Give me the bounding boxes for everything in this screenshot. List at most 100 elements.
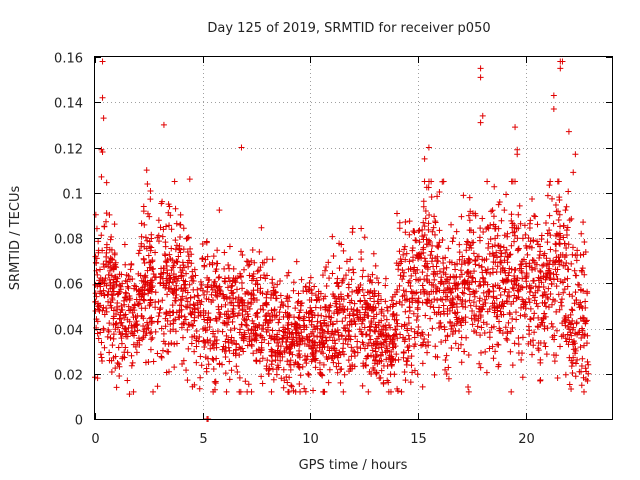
data-point <box>184 326 191 333</box>
data-point <box>388 361 395 368</box>
data-point <box>433 263 440 270</box>
data-point <box>437 311 444 318</box>
data-point <box>356 326 363 333</box>
data-point <box>374 340 381 347</box>
data-point <box>150 270 157 277</box>
data-point <box>313 347 320 354</box>
data-point <box>182 316 189 323</box>
data-point <box>350 312 357 319</box>
data-point <box>553 327 560 334</box>
data-point <box>497 292 504 299</box>
data-point <box>478 263 485 270</box>
data-point <box>213 316 220 323</box>
data-point <box>333 280 340 287</box>
data-point <box>561 314 568 321</box>
data-point <box>207 337 214 344</box>
data-point <box>444 276 451 283</box>
data-point <box>346 328 353 335</box>
data-point <box>431 371 438 378</box>
data-point <box>141 326 148 333</box>
data-point <box>514 247 521 254</box>
data-point <box>117 319 124 326</box>
data-point <box>265 320 272 327</box>
data-point <box>578 303 585 310</box>
data-point <box>275 364 282 371</box>
data-point <box>447 318 454 325</box>
data-point <box>460 279 467 286</box>
data-point <box>265 340 272 347</box>
data-point <box>556 306 563 313</box>
data-point <box>503 246 510 253</box>
data-point <box>550 106 557 113</box>
data-point <box>563 245 570 252</box>
data-point <box>184 249 191 256</box>
data-point <box>568 260 575 267</box>
data-point <box>454 293 461 300</box>
data-point <box>114 324 121 331</box>
data-point <box>330 345 337 352</box>
data-point <box>574 331 581 338</box>
data-point <box>172 246 179 253</box>
data-point <box>169 289 176 296</box>
data-point <box>392 343 399 350</box>
data-point <box>156 306 163 313</box>
data-point <box>425 226 432 233</box>
data-point <box>476 297 483 304</box>
data-point <box>452 327 459 334</box>
data-point <box>322 303 329 310</box>
data-point <box>526 220 533 227</box>
data-point <box>514 275 521 282</box>
data-point <box>527 316 534 323</box>
data-point <box>498 217 505 224</box>
data-point <box>183 270 190 277</box>
data-point <box>505 288 512 295</box>
data-point <box>369 279 376 286</box>
data-point <box>188 251 195 258</box>
data-point <box>106 258 113 265</box>
data-point <box>443 352 450 359</box>
data-point <box>334 279 341 286</box>
data-point <box>233 341 240 348</box>
data-point <box>508 388 515 395</box>
data-point <box>191 305 198 312</box>
data-point <box>540 252 547 259</box>
data-point <box>545 304 552 311</box>
data-point <box>581 342 588 349</box>
data-point <box>493 295 500 302</box>
data-point <box>233 286 240 293</box>
data-point <box>200 325 207 332</box>
data-point <box>584 358 591 365</box>
data-point <box>531 212 538 219</box>
data-point <box>467 208 474 215</box>
data-point <box>461 348 468 355</box>
data-point <box>582 304 589 311</box>
data-point <box>368 319 375 326</box>
data-point <box>131 328 138 335</box>
data-point <box>378 367 385 374</box>
data-point <box>562 335 569 342</box>
data-point <box>103 179 110 186</box>
data-point <box>544 325 551 332</box>
data-point <box>177 249 184 256</box>
data-point <box>482 348 489 355</box>
data-point <box>510 298 517 305</box>
data-point <box>439 255 446 262</box>
data-point <box>259 302 266 309</box>
data-point <box>348 344 355 351</box>
data-point <box>509 284 516 291</box>
data-point <box>363 355 370 362</box>
data-point <box>483 321 490 328</box>
data-point <box>432 343 439 350</box>
data-point <box>243 316 250 323</box>
data-point <box>138 305 145 312</box>
data-point <box>465 239 472 246</box>
data-point <box>174 277 181 284</box>
data-point <box>530 237 537 244</box>
data-point <box>352 321 359 328</box>
data-point <box>293 258 300 265</box>
data-point <box>525 295 532 302</box>
data-point <box>425 339 432 346</box>
data-point <box>124 349 131 356</box>
data-point <box>405 320 412 327</box>
data-point <box>376 357 383 364</box>
